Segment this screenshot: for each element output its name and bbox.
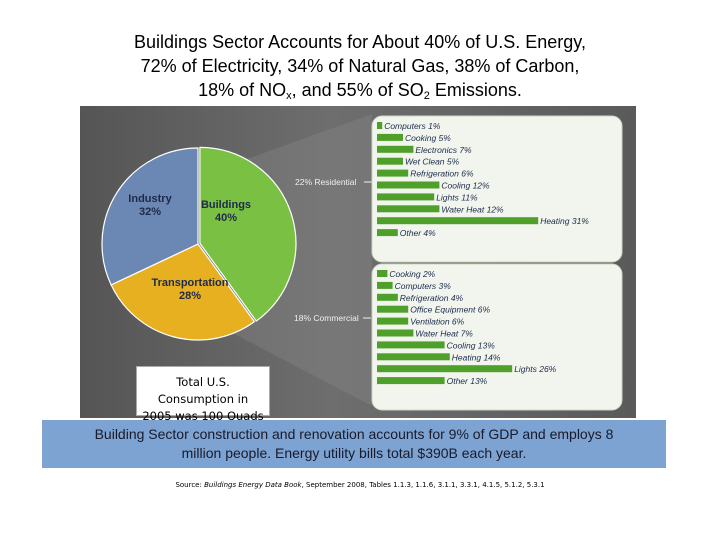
residential-share-label: 22% Residential <box>295 177 357 187</box>
residential-bar-electronics <box>377 145 414 153</box>
banner-line-1: Building Sector construction and renovat… <box>94 426 614 442</box>
commercial-bar-panel: Cooking 2% Computers 3% Refrigeration 4% Of… <box>371 263 623 411</box>
commercial-bar-ventilation <box>377 317 409 325</box>
commercial-bar-computers <box>377 281 393 289</box>
source-citation: Source: Buildings Energy Data Book, Sept… <box>175 481 545 489</box>
commercial-panel-bg <box>371 263 623 411</box>
commercial-bar-label-other: Other 13% <box>447 376 488 386</box>
gdp-banner: Building Sector construction and renovat… <box>42 420 666 468</box>
commercial-bar-label-lights: Lights 26% <box>514 364 556 374</box>
residential-bar-label-electronics: Electronics 7% <box>415 145 472 155</box>
residential-bar-label-other: Other 4% <box>400 228 436 238</box>
residential-bar-cooling <box>377 181 440 189</box>
residential-bar-computers <box>377 122 383 129</box>
banner-line-2: million people. Energy utility bills tot… <box>181 445 527 461</box>
title-line-3: 18% of NOx, and 55% of SO2 Emissions. <box>198 80 522 102</box>
pie-label-transportation: Transportation <box>151 277 228 289</box>
pie-slice-industry <box>101 147 199 286</box>
residential-bar-label-heating: Heating 31% <box>540 216 589 226</box>
residential-bar-wet-clean <box>377 157 403 165</box>
residential-bar-heating <box>377 217 539 225</box>
commercial-share-label: 18% Commercial <box>294 313 359 323</box>
title-line-2: 72% of Electricity, 34% of Natural Gas, … <box>140 56 580 76</box>
commercial-bar-label-water-heat: Water Heat 7% <box>415 329 473 339</box>
chart-panel: Buildings 40% Transportation 28% Industry 32%… <box>80 106 636 418</box>
total-consumption-box: Total U.S. Consumption in 2005 was 100 Q… <box>136 366 270 423</box>
residential-bar-label-computers: Computers 1% <box>384 121 441 131</box>
total-line-1: Total U.S. Consumption in <box>157 375 249 406</box>
residential-panel-bg <box>371 115 623 263</box>
pie-slice-buildings <box>199 146 297 322</box>
commercial-bar-label-ventilation: Ventilation 6% <box>410 317 464 327</box>
pie-label-buildings: Buildings <box>201 199 251 211</box>
commercial-bar-label-cooking: Cooking 2% <box>389 269 435 279</box>
residential-bar-lights <box>377 193 435 201</box>
title-line-1: Buildings Sector Accounts for About 40% … <box>134 32 586 52</box>
residential-bar-label-cooking: Cooking 5% <box>405 133 451 143</box>
residential-bar-panel: Computers 1% Cooking 5% Electronics 7% Wet … <box>371 115 623 263</box>
commercial-bar-office-equipment <box>377 305 409 313</box>
slide-title: Buildings Sector Accounts for About 40% … <box>0 30 720 102</box>
residential-bar-cooking <box>377 133 403 141</box>
residential-bar-water-heat <box>377 205 440 213</box>
commercial-bar-label-computers: Computers 3% <box>395 281 452 291</box>
residential-bar-refrigeration <box>377 169 409 177</box>
residential-bar-label-lights: Lights 11% <box>436 192 478 202</box>
commercial-bar-label-heating: Heating 14% <box>452 352 501 362</box>
commercial-bar-lights <box>377 365 513 373</box>
residential-bar-label-cooling: Cooling 12% <box>441 181 490 191</box>
commercial-bar-other <box>377 377 445 385</box>
pie-slice-transportation <box>110 243 256 341</box>
pie-value-industry: 32% <box>139 206 161 218</box>
commercial-bar-label-cooling: Cooling 13% <box>447 340 496 350</box>
pie-value-buildings: 40% <box>215 212 237 224</box>
commercial-bar-water-heat <box>377 329 414 337</box>
commercial-bar-label-refrigeration: Refrigeration 4% <box>400 293 464 303</box>
residential-bar-other <box>377 229 398 237</box>
commercial-bar-refrigeration <box>377 293 398 301</box>
commercial-bar-label-office-equipment: Office Equipment 6% <box>410 305 490 315</box>
commercial-bar-heating <box>377 353 450 361</box>
residential-bar-label-wet-clean: Wet Clean 5% <box>405 157 460 167</box>
commercial-bar-cooling <box>377 341 445 349</box>
residential-bar-label-refrigeration: Refrigeration 6% <box>410 169 474 179</box>
commercial-bar-cooking <box>377 270 388 277</box>
pie-label-industry: Industry <box>128 193 172 205</box>
total-line-2: 2005 was 100 Quads <box>142 409 264 423</box>
residential-bar-label-water-heat: Water Heat 12% <box>441 204 504 214</box>
pie-value-transportation: 28% <box>179 290 201 302</box>
